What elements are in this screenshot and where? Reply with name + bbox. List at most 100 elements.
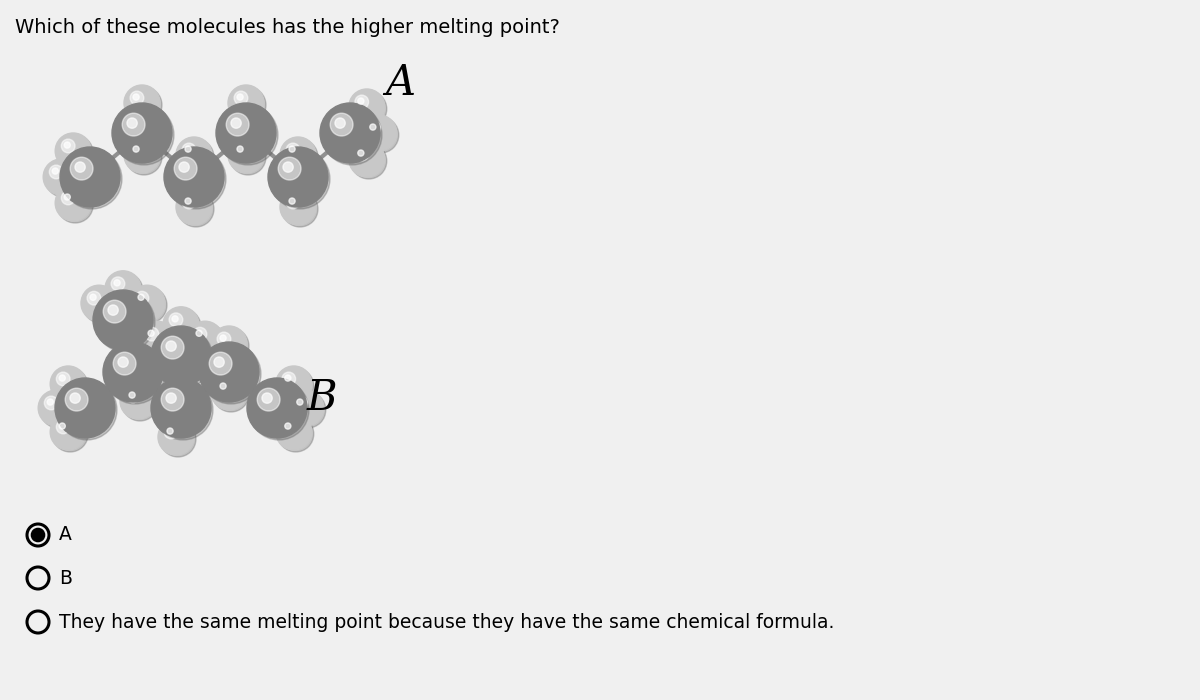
Circle shape: [276, 366, 312, 402]
Circle shape: [166, 341, 176, 351]
Circle shape: [202, 344, 262, 404]
Circle shape: [234, 91, 248, 105]
Circle shape: [44, 396, 58, 410]
Circle shape: [361, 115, 397, 151]
Circle shape: [282, 139, 318, 175]
Circle shape: [108, 305, 119, 315]
Circle shape: [230, 87, 266, 123]
Text: They have the same melting point because they have the same chemical formula.: They have the same melting point because…: [59, 612, 834, 631]
Circle shape: [172, 316, 178, 322]
Circle shape: [53, 368, 89, 404]
Circle shape: [289, 146, 295, 152]
Circle shape: [199, 342, 259, 402]
Circle shape: [38, 390, 74, 426]
Circle shape: [83, 287, 119, 323]
Circle shape: [53, 416, 89, 452]
Circle shape: [169, 313, 182, 327]
Circle shape: [55, 133, 91, 169]
Circle shape: [167, 428, 173, 434]
Circle shape: [217, 380, 230, 394]
Circle shape: [130, 143, 144, 157]
Circle shape: [56, 420, 70, 434]
Text: A: A: [59, 526, 72, 545]
Circle shape: [288, 390, 324, 426]
Circle shape: [236, 94, 244, 100]
Circle shape: [164, 425, 178, 439]
Circle shape: [178, 191, 214, 227]
Circle shape: [278, 368, 314, 404]
Circle shape: [61, 191, 74, 205]
Circle shape: [113, 352, 136, 375]
Circle shape: [280, 189, 316, 225]
Text: A: A: [385, 62, 415, 104]
Circle shape: [294, 396, 307, 410]
Circle shape: [280, 137, 316, 173]
Circle shape: [226, 113, 250, 136]
Circle shape: [142, 323, 178, 359]
Circle shape: [122, 385, 158, 421]
Circle shape: [289, 198, 295, 204]
Circle shape: [286, 195, 300, 209]
Circle shape: [126, 87, 162, 123]
Circle shape: [282, 420, 295, 434]
Circle shape: [55, 185, 91, 221]
Circle shape: [154, 380, 214, 440]
Circle shape: [218, 105, 278, 165]
Circle shape: [217, 332, 230, 346]
Circle shape: [160, 421, 196, 457]
Circle shape: [154, 328, 214, 388]
Circle shape: [114, 105, 174, 165]
Circle shape: [31, 528, 44, 542]
Circle shape: [236, 146, 244, 152]
Circle shape: [355, 147, 368, 161]
Circle shape: [268, 147, 328, 207]
Circle shape: [112, 277, 125, 290]
Circle shape: [284, 375, 290, 381]
Circle shape: [262, 393, 272, 403]
Circle shape: [65, 389, 88, 411]
Circle shape: [130, 285, 166, 321]
Circle shape: [118, 357, 128, 368]
Circle shape: [41, 392, 77, 428]
Circle shape: [214, 357, 224, 368]
Circle shape: [187, 321, 223, 357]
Circle shape: [270, 149, 330, 209]
Circle shape: [62, 149, 122, 209]
Circle shape: [176, 189, 212, 225]
Circle shape: [163, 307, 199, 343]
Circle shape: [60, 147, 120, 207]
Circle shape: [228, 137, 264, 173]
Circle shape: [64, 194, 71, 200]
Circle shape: [70, 158, 94, 180]
Circle shape: [106, 344, 166, 404]
Circle shape: [59, 423, 65, 429]
Circle shape: [362, 117, 398, 153]
Circle shape: [176, 137, 212, 173]
Circle shape: [136, 291, 149, 305]
Circle shape: [278, 158, 301, 180]
Circle shape: [220, 383, 226, 389]
Circle shape: [158, 419, 194, 455]
Circle shape: [114, 280, 120, 286]
Circle shape: [103, 300, 126, 323]
Circle shape: [349, 141, 385, 177]
Circle shape: [126, 139, 162, 175]
Circle shape: [70, 393, 80, 403]
Circle shape: [120, 383, 156, 419]
Circle shape: [230, 118, 241, 128]
Circle shape: [131, 287, 167, 323]
Circle shape: [282, 372, 295, 386]
Circle shape: [161, 336, 184, 359]
Circle shape: [88, 291, 101, 305]
Circle shape: [82, 285, 118, 321]
Circle shape: [58, 380, 118, 440]
Circle shape: [350, 143, 386, 179]
Circle shape: [276, 414, 312, 450]
Circle shape: [124, 85, 160, 121]
Circle shape: [355, 95, 368, 108]
Circle shape: [103, 342, 163, 402]
Circle shape: [247, 378, 307, 438]
Circle shape: [122, 113, 145, 136]
Circle shape: [358, 98, 364, 104]
Circle shape: [320, 103, 380, 163]
